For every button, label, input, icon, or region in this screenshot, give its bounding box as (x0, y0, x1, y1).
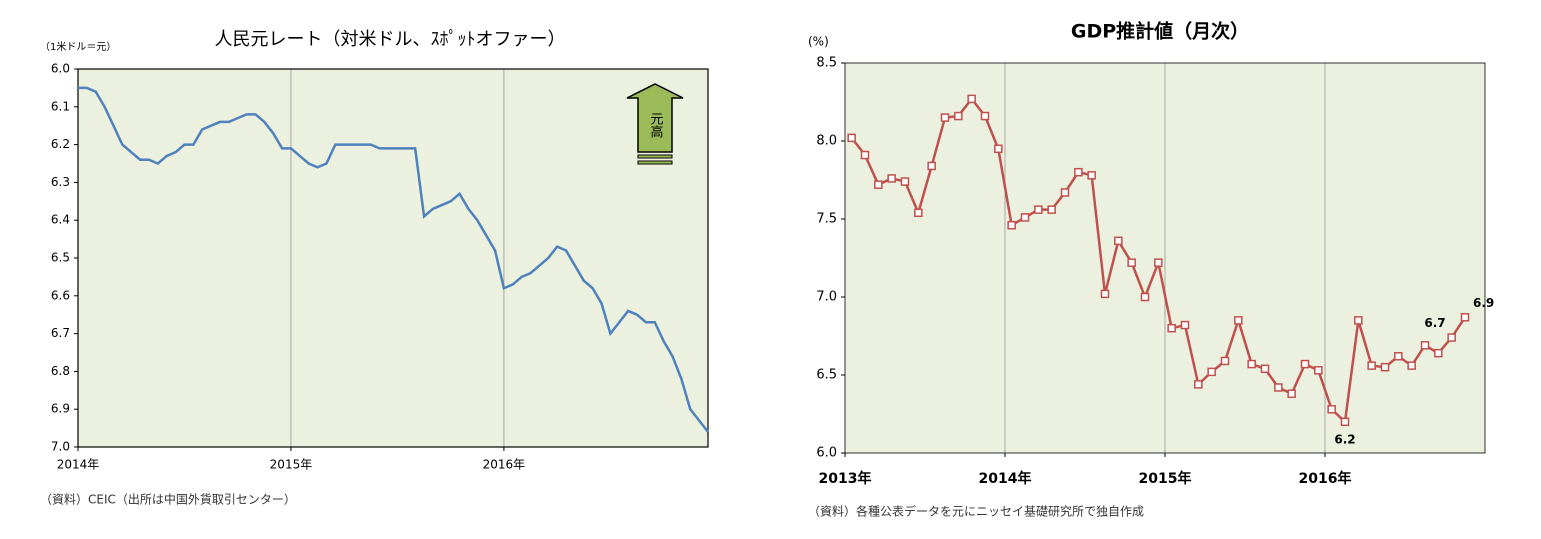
arrow-body (626, 83, 684, 153)
data-label: 6.7 (1424, 316, 1445, 330)
y-tick-label: 6.5 (816, 368, 837, 383)
x-tick-label: 2015年 (270, 458, 313, 472)
x-tick-label: 2014年 (57, 458, 100, 472)
source-note: （資料）各種公表データを元にニッセイ基礎研究所で独自作成 (808, 504, 1144, 519)
marker (1034, 205, 1043, 214)
plot-border (77, 68, 709, 448)
marker (1140, 292, 1150, 302)
y-tick-label: 6.6 (51, 288, 70, 302)
unit-label: (%) (808, 35, 829, 49)
marker (887, 174, 896, 183)
marker (994, 144, 1003, 154)
marker (1047, 205, 1056, 214)
y-tick-label: 6.4 (51, 213, 70, 227)
marker (1220, 356, 1230, 366)
marker (860, 150, 870, 160)
y-tick-label: 8.5 (816, 56, 837, 71)
data-label: 6.9 (1473, 296, 1494, 310)
marker (980, 111, 990, 121)
marker (1074, 167, 1083, 177)
marker (1154, 258, 1163, 267)
plot-border (844, 62, 1486, 454)
x-tick-label: 2013年 (819, 470, 872, 487)
marker (1354, 316, 1363, 325)
marker (900, 177, 910, 186)
marker (1300, 359, 1310, 369)
y-tick-label: 6.7 (51, 326, 70, 340)
marker (1087, 171, 1096, 180)
x-tick-label: 2014年 (979, 470, 1032, 487)
arrow-bar (637, 160, 673, 165)
marker (1274, 383, 1283, 392)
chart-title: 人民元レート（対米ドル、ｽﾎﾟｯﾄオファー） (215, 29, 566, 50)
y-tick-label: 7.5 (816, 212, 837, 227)
marker (1380, 362, 1390, 372)
marker (1394, 352, 1403, 361)
marker (1340, 417, 1350, 427)
y-tick-label: 6.2 (51, 137, 70, 151)
series-line (78, 86, 709, 433)
x-tick-label: 2016年 (483, 458, 526, 472)
marker (954, 111, 963, 121)
marker (1447, 333, 1456, 342)
arrow-bar (637, 154, 673, 159)
marker (1460, 313, 1470, 322)
marker (1234, 316, 1243, 325)
y-tick-label: 6.5 (51, 251, 70, 265)
marker (1060, 188, 1070, 197)
y-tick-label: 6.8 (51, 364, 70, 378)
marker (874, 180, 883, 189)
marker (1194, 380, 1203, 389)
marker (1314, 366, 1323, 375)
marker (1020, 213, 1030, 222)
y-tick-label: 8.0 (816, 134, 837, 149)
plot-area (78, 69, 708, 447)
annotation: 元高 (648, 112, 664, 138)
marker (1167, 323, 1176, 333)
marker (1247, 359, 1256, 369)
marker (1180, 320, 1190, 330)
y-tick-label: 6.3 (51, 175, 70, 189)
source-note: （資料）CEIC（出所は中国外貨取引センター） (40, 492, 296, 507)
marker (847, 133, 856, 143)
y-tick-label: 6.1 (51, 99, 70, 113)
marker (1367, 361, 1376, 370)
y-tick-label: 7.0 (816, 290, 837, 305)
x-tick-label: 2015年 (1139, 470, 1192, 487)
marker (1127, 258, 1136, 267)
marker (1207, 367, 1216, 377)
y-tick-label: 7.0 (51, 440, 70, 454)
marker (1407, 361, 1416, 370)
marker (1327, 405, 1336, 414)
y-tick-label: 6.0 (816, 446, 837, 461)
marker (927, 161, 936, 171)
y-tick-label: 6.9 (51, 402, 70, 416)
marker (1434, 348, 1443, 358)
marker (914, 208, 923, 218)
x-tick-label: 2016年 (1299, 470, 1352, 487)
data-label: 6.2 (1334, 432, 1355, 446)
marker (1420, 341, 1430, 350)
marker (1260, 364, 1270, 374)
marker (1007, 220, 1016, 230)
marker (940, 113, 950, 122)
marker (967, 94, 976, 104)
unit-label: （1米ドル＝元） (40, 40, 116, 53)
marker (1114, 236, 1123, 246)
appreciation-arrow (626, 83, 684, 165)
chart-title: GDP推計値（月次） (1071, 20, 1249, 43)
marker (1287, 389, 1296, 398)
y-tick-label: 6.0 (51, 62, 70, 76)
marker (1100, 289, 1110, 299)
